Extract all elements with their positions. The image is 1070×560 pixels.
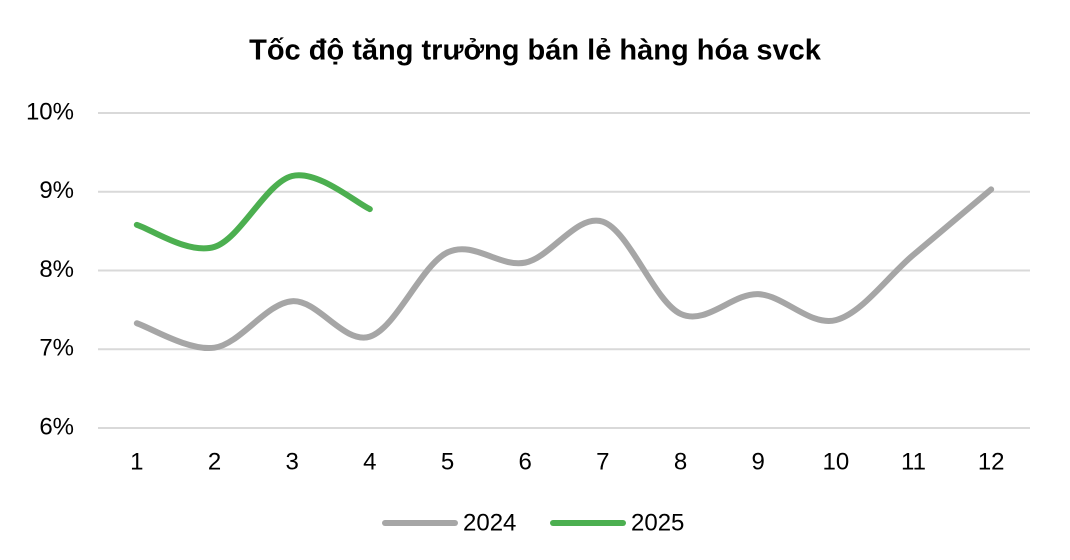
x-tick-label: 4 [363, 448, 376, 475]
y-tick-label: 8% [39, 256, 74, 283]
y-tick-label: 10% [26, 98, 74, 125]
x-tick-label: 9 [751, 448, 764, 475]
x-tick-label: 2 [208, 448, 221, 475]
x-tick-label: 8 [674, 448, 687, 475]
legend-label: 2024 [463, 509, 516, 536]
x-tick-label: 11 [901, 448, 926, 475]
x-tick-label: 6 [518, 448, 531, 475]
y-tick-label: 7% [39, 335, 74, 362]
x-tick-label: 1 [130, 448, 143, 475]
line-series [133, 186, 995, 351]
x-tick-label: 5 [441, 448, 454, 475]
y-tick-label: 6% [39, 413, 74, 440]
x-tick-label: 12 [978, 448, 1005, 475]
line-series [133, 172, 373, 252]
x-tick-label: 10 [822, 448, 849, 475]
y-tick-label: 9% [39, 177, 74, 204]
chart-title: Tốc độ tăng trưởng bán lẻ hàng hóa svck [249, 35, 822, 67]
x-tick-label: 7 [596, 448, 609, 475]
legend-label: 2025 [631, 509, 684, 536]
x-tick-label: 3 [285, 448, 298, 475]
